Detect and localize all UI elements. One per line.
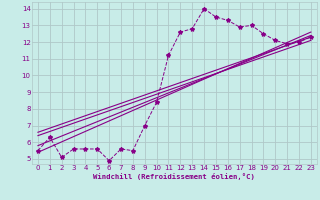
X-axis label: Windchill (Refroidissement éolien,°C): Windchill (Refroidissement éolien,°C)	[93, 173, 255, 180]
